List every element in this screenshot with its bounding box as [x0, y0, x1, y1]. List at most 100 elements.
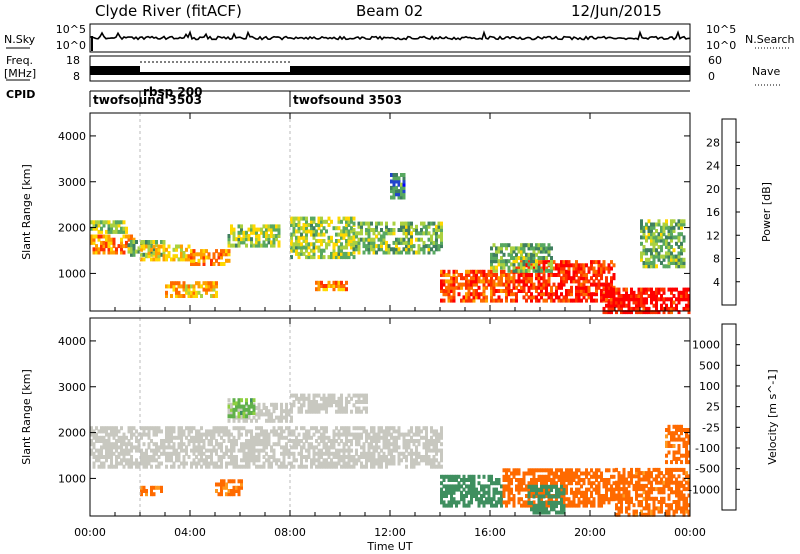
heatmap-cell — [230, 479, 233, 484]
heatmap-cell — [337, 280, 341, 285]
heatmap-cell — [502, 243, 506, 248]
heatmap-cell — [95, 234, 98, 239]
heatmap-cell — [490, 273, 493, 277]
heatmap-cell — [497, 279, 501, 284]
heatmap-cell — [442, 478, 446, 482]
heatmap-cell — [370, 237, 373, 242]
heatmap-cell — [375, 221, 378, 226]
heatmap-cell — [272, 243, 276, 248]
heatmap-cell — [670, 474, 673, 479]
heatmap-cell — [677, 264, 681, 269]
heatmap-cell — [162, 254, 166, 259]
heatmap-cell — [322, 442, 326, 447]
heatmap-cell — [117, 451, 121, 456]
heatmap-cell — [475, 282, 478, 287]
heatmap-cell — [570, 468, 573, 473]
heatmap-cell — [272, 418, 276, 423]
heatmap-cell — [507, 481, 511, 486]
heatmap-cell — [682, 294, 686, 298]
heatmap-cell — [685, 447, 688, 452]
y-tick-label: 4000 — [58, 335, 86, 348]
heatmap-cell — [590, 298, 593, 303]
heatmap-cell — [277, 464, 281, 469]
heatmap-cell — [610, 266, 613, 271]
heatmap-cell — [277, 439, 281, 443]
heatmap-cell — [450, 500, 453, 505]
colorbar-tick-label: 12 — [706, 229, 720, 242]
heatmap-cell — [520, 484, 523, 489]
heatmap-cell — [327, 223, 331, 227]
heatmap-cell — [480, 487, 483, 492]
heatmap-cell — [597, 279, 601, 284]
heatmap-cell — [157, 429, 161, 434]
heatmap-cell — [305, 409, 308, 414]
heatmap-cell — [177, 281, 181, 286]
heatmap-cell — [122, 250, 126, 255]
heatmap-cell — [547, 268, 551, 273]
heatmap-cell — [687, 480, 691, 485]
heatmap-cell — [147, 455, 151, 459]
heatmap-cell — [565, 484, 568, 489]
heatmap-cell — [165, 458, 168, 463]
heatmap-cell — [182, 458, 186, 463]
heatmap-cell — [322, 464, 326, 469]
heatmap-cell — [277, 418, 281, 423]
heatmap-cell — [107, 439, 111, 443]
heatmap-cell — [217, 432, 221, 437]
heatmap-cell — [365, 231, 368, 236]
heatmap-cell — [677, 294, 681, 298]
heatmap-cell — [532, 484, 536, 489]
heatmap-cell — [237, 224, 241, 229]
heatmap-cell — [140, 448, 143, 453]
heatmap-cell — [337, 442, 341, 447]
heatmap-cell — [290, 255, 293, 260]
heatmap-cell — [475, 279, 478, 284]
heatmap-cell — [115, 445, 118, 450]
heatmap-cell — [165, 432, 168, 437]
nsearch-tick-top: 10^5 — [706, 23, 736, 36]
heatmap-cell — [167, 455, 171, 459]
heatmap-cell — [405, 455, 408, 459]
heatmap-cell — [142, 426, 146, 431]
heatmap-cell — [215, 258, 218, 263]
heatmap-cell — [665, 509, 668, 514]
heatmap-cell — [150, 257, 153, 262]
heatmap-cell — [555, 500, 558, 505]
heatmap-cell — [145, 426, 148, 431]
heatmap-cell — [520, 481, 523, 486]
heatmap-cell — [97, 234, 101, 239]
heatmap-cell — [172, 254, 176, 259]
heatmap-cell — [595, 474, 598, 479]
heatmap-cell — [130, 435, 133, 440]
heatmap-cell — [357, 231, 361, 236]
heatmap-cell — [302, 426, 306, 431]
heatmap-cell — [277, 230, 281, 235]
heatmap-cell — [392, 182, 396, 187]
heatmap-cell — [360, 451, 363, 456]
heatmap-cell — [342, 235, 346, 240]
heatmap-cell — [525, 282, 528, 287]
heatmap-cell — [292, 223, 296, 227]
heatmap-cell — [432, 455, 436, 459]
heatmap-cell — [352, 240, 356, 245]
nsky-trace — [89, 30, 691, 51]
heatmap-cell — [107, 247, 111, 252]
heatmap-cell — [390, 451, 393, 456]
heatmap-cell — [397, 426, 401, 431]
heatmap-cell — [677, 496, 681, 501]
heatmap-cell — [677, 290, 681, 295]
heatmap-cell — [435, 464, 438, 469]
heatmap-cell — [615, 287, 618, 292]
heatmap-cell — [440, 474, 443, 479]
heatmap-cell — [292, 455, 296, 459]
heatmap-cell — [325, 461, 328, 466]
heatmap-cell — [270, 418, 273, 423]
heatmap-cell — [417, 439, 421, 443]
heatmap-cell — [315, 280, 318, 285]
heatmap-cell — [137, 445, 141, 450]
heatmap-cell — [490, 500, 493, 505]
heatmap-cell — [595, 298, 598, 303]
heatmap-cell — [672, 431, 676, 436]
heatmap-cell — [492, 279, 496, 284]
heatmap-cell — [200, 445, 203, 450]
